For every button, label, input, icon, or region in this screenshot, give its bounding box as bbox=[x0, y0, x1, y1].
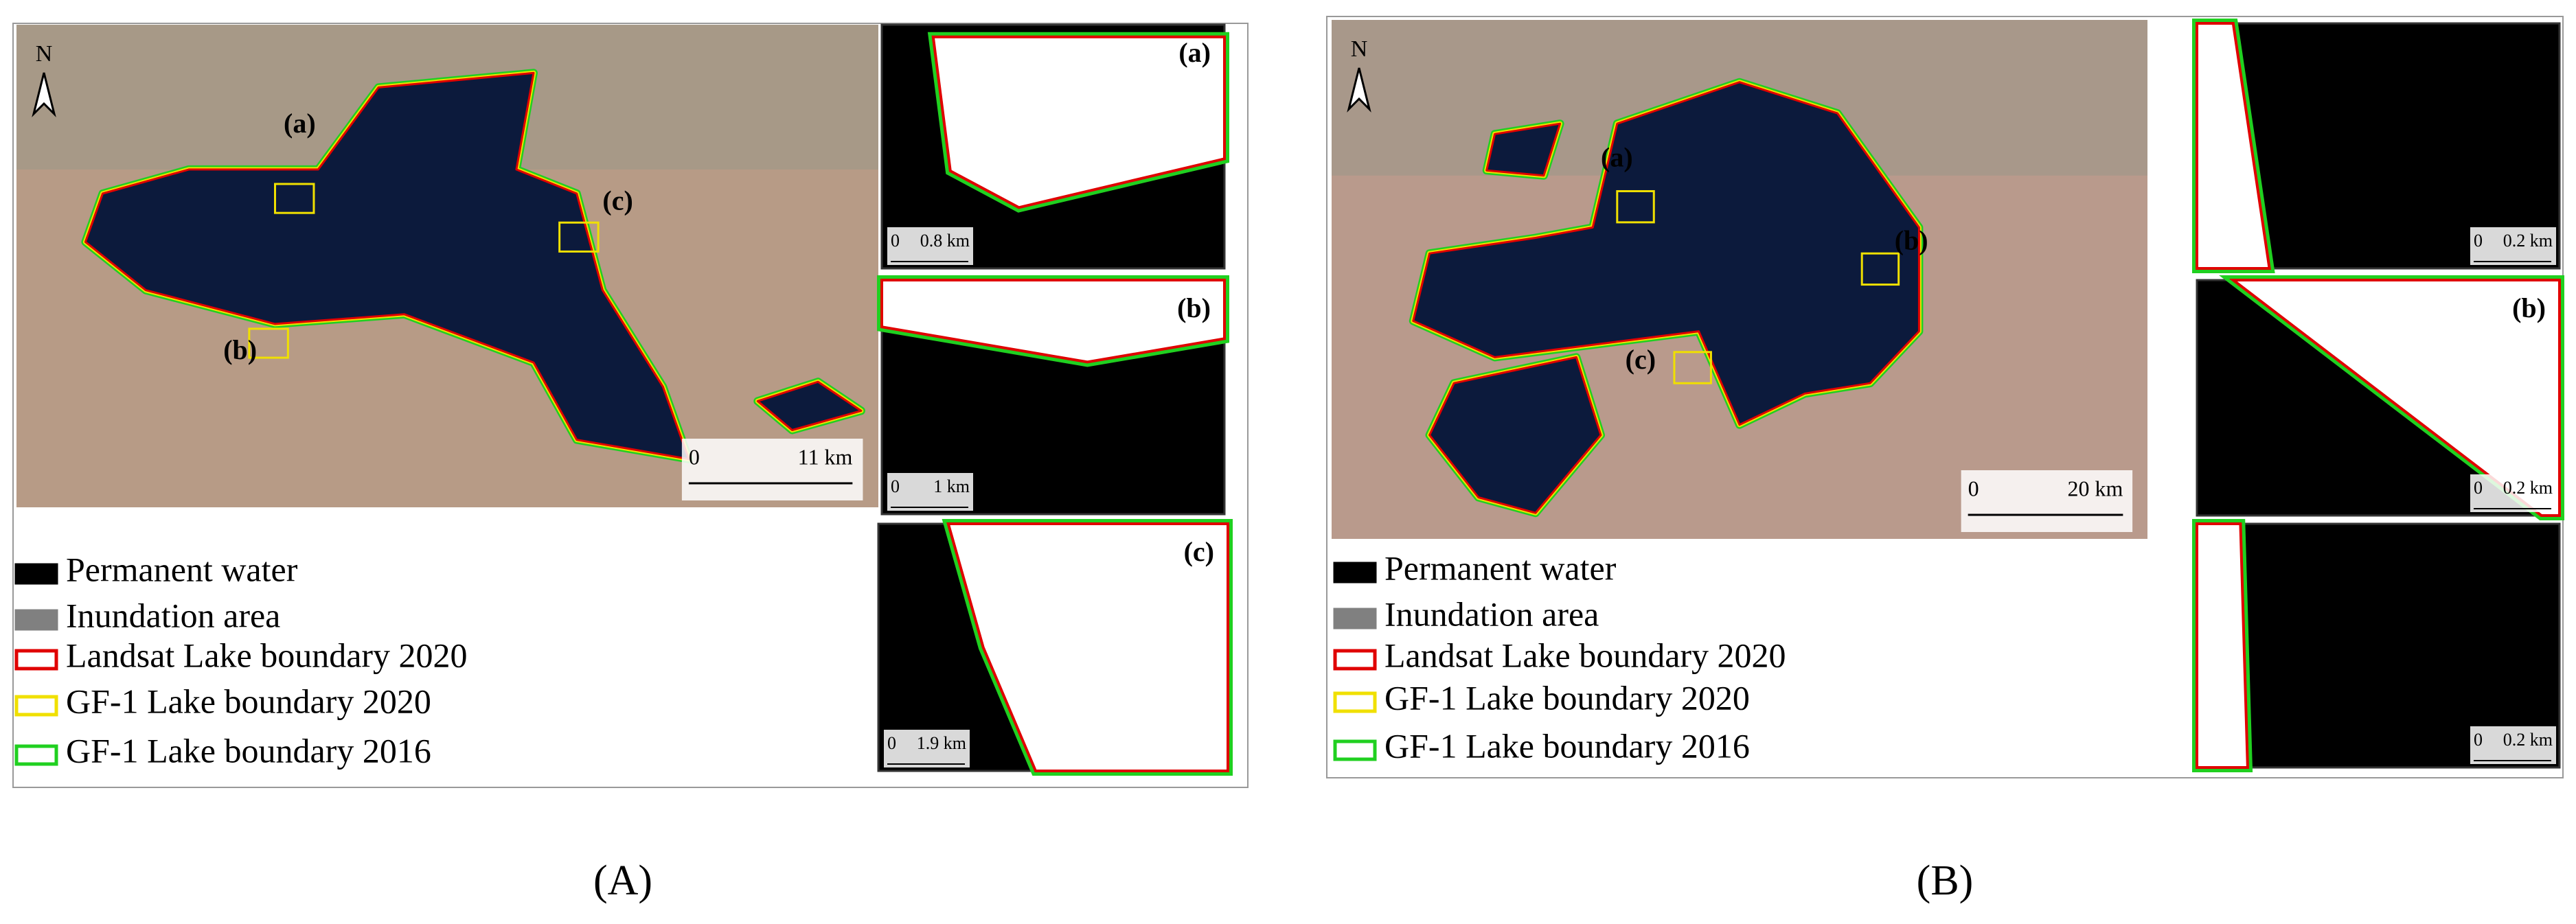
inset-scale-label: 0.8 km bbox=[920, 231, 970, 251]
lake-water bbox=[84, 71, 690, 461]
inset-scale-box bbox=[2470, 227, 2556, 265]
legend-swatch bbox=[1333, 739, 1377, 761]
legend-label: Inundation area bbox=[66, 596, 280, 634]
map-label: (b) bbox=[223, 334, 257, 365]
legend-swatch bbox=[1333, 608, 1377, 630]
panel-frame bbox=[12, 23, 1249, 788]
inset-land bbox=[2196, 522, 2249, 769]
inset-scale-box bbox=[2470, 474, 2556, 512]
inset-scale-label: 0 bbox=[887, 733, 896, 753]
inset-label: (a) bbox=[2514, 36, 2546, 67]
inset-locator bbox=[558, 221, 600, 253]
inset-scale-label: 0 bbox=[2474, 730, 2483, 750]
legend-label: GF-1 Lake boundary 2020 bbox=[1384, 678, 1750, 717]
map-label: (a) bbox=[284, 108, 316, 139]
inset-scale-box bbox=[887, 227, 973, 265]
scale-label: 0 bbox=[689, 444, 700, 469]
panel-caption: (B) bbox=[1917, 857, 1974, 904]
legend-label: GF-1 Lake boundary 2020 bbox=[66, 682, 431, 720]
map-label: (c) bbox=[602, 185, 632, 216]
north-arrow bbox=[1347, 67, 1371, 113]
legend-label: GF-1 Lake boundary 2016 bbox=[66, 731, 431, 770]
legend-label: Inundation area bbox=[1384, 594, 1599, 633]
inset-scale-label: 0 bbox=[2474, 231, 2483, 251]
inset-label: (b) bbox=[2512, 292, 2546, 323]
map-label: (a) bbox=[1601, 141, 1633, 172]
inset-label: (b) bbox=[1177, 292, 1211, 323]
panel-caption: (A) bbox=[593, 857, 652, 904]
legend-swatch bbox=[14, 563, 58, 585]
inset-land bbox=[931, 35, 1226, 209]
inset-locator bbox=[1616, 189, 1655, 224]
lake-water bbox=[1412, 81, 1920, 426]
inset-land bbox=[880, 279, 1226, 364]
north-label: N bbox=[1351, 36, 1368, 62]
lake-water bbox=[1428, 356, 1602, 514]
inset-label: (c) bbox=[2516, 536, 2546, 567]
inset-land bbox=[2196, 22, 2271, 270]
inset-scale-label: 0.2 km bbox=[2503, 231, 2553, 251]
lake-water bbox=[756, 380, 863, 431]
inset-scale-box bbox=[884, 730, 970, 767]
inset-scale-label: 0 bbox=[891, 231, 900, 251]
legend-label: Permanent water bbox=[66, 550, 298, 588]
inset-scale-label: 0.2 km bbox=[2503, 730, 2553, 750]
legend-swatch bbox=[1333, 691, 1377, 713]
inset-scale-label: 0 bbox=[2474, 478, 2483, 498]
inset-scale-label: 0 bbox=[891, 476, 900, 496]
legend-label: GF-1 Lake boundary 2016 bbox=[1384, 726, 1750, 765]
legend-swatch bbox=[14, 649, 58, 671]
inset-land bbox=[2229, 279, 2561, 517]
inset-scale-label: 1.9 km bbox=[917, 733, 966, 753]
map-label: (c) bbox=[1626, 344, 1656, 375]
legend-label: Landsat Lake boundary 2020 bbox=[66, 636, 468, 674]
scale-label: 11 km bbox=[798, 444, 853, 469]
legend-swatch bbox=[14, 609, 58, 631]
inset-locator bbox=[274, 183, 315, 214]
inset-locator bbox=[248, 327, 289, 359]
legend-label: Landsat Lake boundary 2020 bbox=[1384, 636, 1786, 674]
lake-water bbox=[1485, 122, 1562, 177]
inset-scale-label: 0.2 km bbox=[2503, 478, 2553, 498]
inset-label: (c) bbox=[1184, 536, 1214, 567]
scale-label: 20 km bbox=[2067, 476, 2123, 500]
inset-scale-box bbox=[2470, 726, 2556, 764]
legend-swatch bbox=[14, 695, 58, 717]
inset-scale-label: 1 km bbox=[933, 476, 970, 496]
scale-box bbox=[681, 439, 863, 500]
inset-label: (a) bbox=[1178, 37, 1211, 68]
map-label: (b) bbox=[1895, 224, 1928, 255]
north-label: N bbox=[36, 41, 53, 67]
legend-swatch bbox=[1333, 649, 1377, 671]
legend-label: Permanent water bbox=[1384, 548, 1617, 587]
inset-scale-box bbox=[887, 473, 973, 511]
inset-land bbox=[946, 522, 1229, 772]
north-arrow bbox=[32, 72, 56, 117]
legend-swatch bbox=[14, 744, 58, 766]
legend-swatch bbox=[1333, 562, 1377, 584]
inset-locator bbox=[1860, 252, 1900, 286]
inset-locator bbox=[1673, 351, 1712, 384]
scale-box bbox=[1961, 470, 2133, 532]
scale-label: 0 bbox=[1968, 476, 1979, 500]
